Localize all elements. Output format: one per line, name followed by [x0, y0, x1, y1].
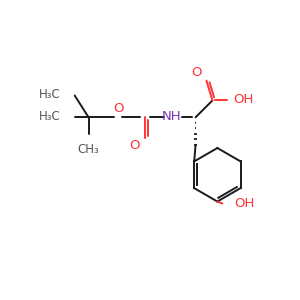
Text: O: O — [113, 102, 124, 115]
Text: O: O — [191, 66, 202, 79]
Text: OH: OH — [234, 197, 255, 210]
Text: CH₃: CH₃ — [78, 143, 99, 156]
Text: H₃C: H₃C — [39, 88, 61, 101]
Text: O: O — [130, 139, 140, 152]
Text: NH: NH — [162, 110, 182, 123]
Text: OH: OH — [233, 93, 253, 106]
Text: H₃C: H₃C — [39, 110, 61, 123]
